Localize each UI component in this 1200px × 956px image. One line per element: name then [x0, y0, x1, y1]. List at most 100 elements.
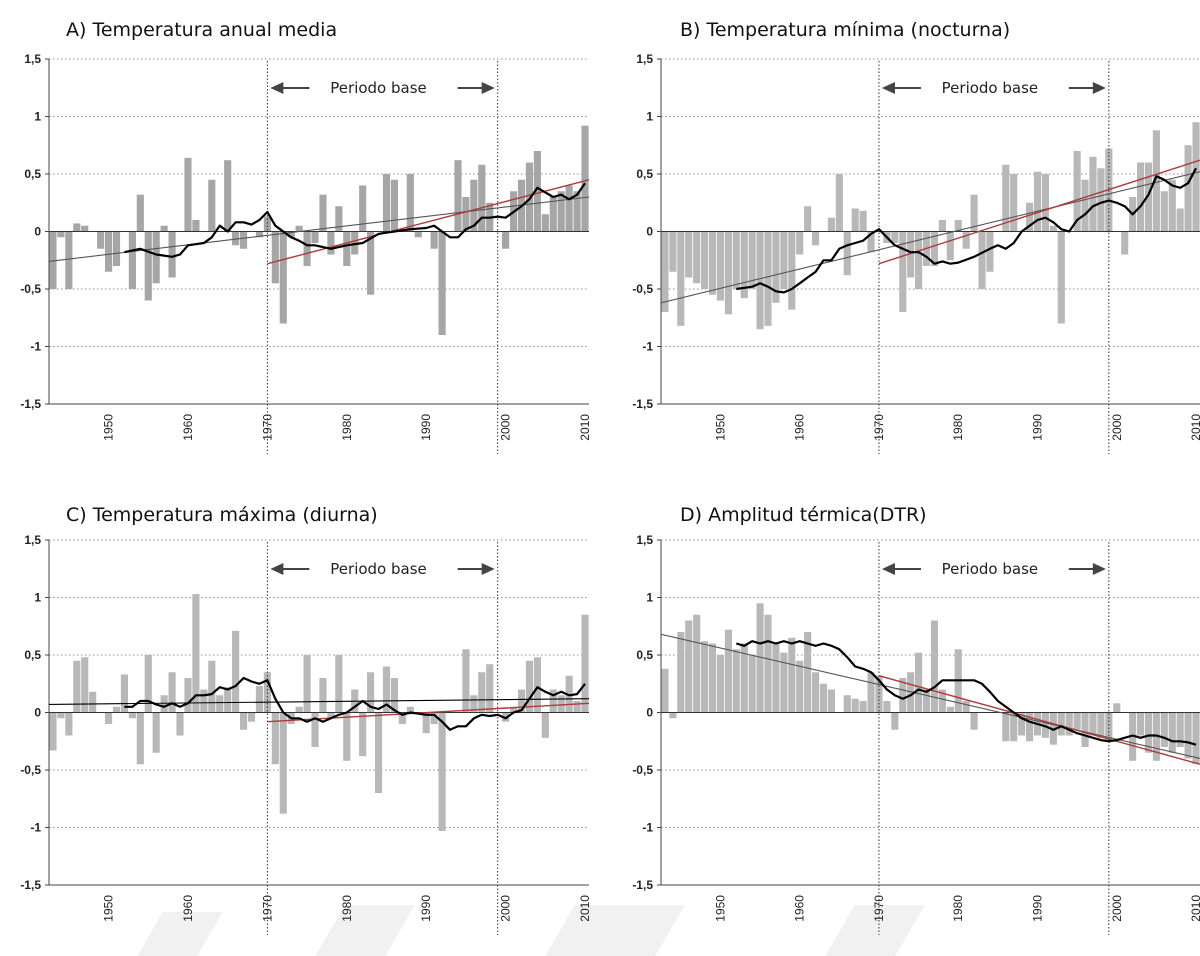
bar	[812, 231, 820, 246]
bar	[740, 231, 748, 299]
bar	[279, 712, 287, 814]
bar	[1152, 712, 1160, 761]
bars-group	[661, 122, 1200, 330]
bar	[915, 652, 923, 713]
bar	[509, 706, 518, 713]
x-tick-label: 2000	[1110, 895, 1124, 922]
bar	[160, 225, 168, 232]
y-tick-label: 1,5	[636, 52, 653, 66]
x-tick-label: 2000	[1110, 414, 1124, 441]
bar	[1002, 712, 1010, 742]
x-tick-label: 1970	[872, 414, 886, 441]
bar	[1192, 122, 1200, 232]
y-tick-label: -1	[642, 340, 653, 354]
bar	[65, 231, 73, 289]
y-tick-label: 1	[646, 591, 653, 605]
bar	[867, 672, 875, 713]
bar	[73, 223, 81, 232]
bar	[1176, 712, 1184, 747]
bar	[1057, 712, 1065, 736]
bar	[938, 220, 946, 232]
base-arrow-right-head	[1092, 563, 1106, 575]
bar	[374, 712, 383, 793]
bar	[533, 657, 541, 713]
lines-group	[49, 676, 589, 731]
bar	[390, 179, 399, 232]
bar	[454, 160, 462, 232]
bar	[239, 712, 248, 730]
chart-title: C) Temperatura máxima (diurna)	[66, 504, 378, 526]
bar	[112, 706, 121, 713]
bar	[962, 231, 970, 249]
bar	[804, 206, 812, 232]
bar	[581, 125, 589, 232]
x-tick-label: 2010	[578, 895, 592, 922]
bar	[232, 231, 240, 246]
bar	[851, 208, 859, 232]
bar	[327, 231, 335, 255]
bar	[1065, 712, 1073, 736]
x-tick-label: 1960	[181, 414, 195, 441]
bar	[160, 695, 168, 713]
bar	[120, 674, 129, 713]
bar	[748, 231, 756, 289]
x-tick-label: 1950	[102, 895, 116, 922]
bar	[1081, 712, 1089, 747]
bar	[517, 689, 526, 713]
bar	[685, 231, 693, 278]
bar	[1018, 712, 1026, 736]
bar	[970, 194, 978, 232]
y-tick-label: 1,5	[636, 533, 653, 547]
bar	[1184, 145, 1192, 232]
bar	[271, 712, 279, 765]
bar	[796, 231, 804, 255]
bar	[57, 712, 65, 719]
bar	[1105, 712, 1113, 742]
bar	[478, 164, 486, 232]
y-tick-label: 1	[34, 591, 41, 605]
y-tick-label: 0	[646, 225, 653, 239]
panel-a: A) Temperatura anual media 1,5 1 0,5 0 -0,5 -1…	[20, 19, 592, 454]
bar	[1184, 712, 1192, 759]
moving-average-line	[124, 676, 586, 731]
bar	[1041, 712, 1049, 738]
x-tick-label: 1960	[181, 895, 195, 922]
y-tick-label: 0	[34, 706, 41, 720]
bar	[661, 231, 669, 312]
bar	[772, 231, 780, 303]
bar	[144, 655, 152, 713]
x-tick-label: 1980	[340, 414, 354, 441]
bar	[701, 641, 709, 713]
bar	[565, 675, 573, 713]
bar	[740, 643, 748, 713]
bar	[899, 678, 907, 713]
x-tick-label: 2000	[499, 895, 513, 922]
bar	[1136, 162, 1145, 232]
bar	[899, 231, 907, 312]
bar	[724, 629, 732, 713]
y-tick-label: -0,5	[20, 282, 41, 296]
bar	[1002, 164, 1010, 232]
bar	[1026, 202, 1034, 232]
bar	[279, 231, 287, 324]
bar	[398, 712, 406, 724]
bar	[1144, 712, 1153, 753]
bar	[780, 652, 788, 713]
base-arrow-right-head	[481, 82, 495, 94]
bar	[224, 687, 232, 713]
bar	[772, 643, 780, 713]
y-tick-label: 0	[646, 706, 653, 720]
bar	[669, 712, 677, 719]
bar	[168, 672, 176, 713]
chart-title: D) Amplitud térmica(DTR)	[680, 504, 927, 526]
bar	[557, 191, 565, 232]
bar	[81, 225, 89, 232]
y-tick-label: -0,5	[632, 763, 653, 777]
bar	[732, 649, 740, 713]
bar	[693, 614, 701, 713]
bar	[827, 689, 835, 713]
bar	[796, 660, 804, 713]
base-arrow-left-head	[881, 563, 895, 575]
bar	[1144, 162, 1153, 232]
